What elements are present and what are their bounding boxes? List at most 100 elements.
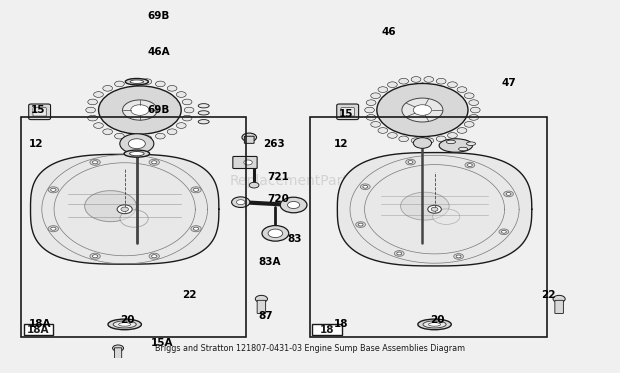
Bar xyxy=(312,324,342,335)
Ellipse shape xyxy=(466,142,476,145)
Circle shape xyxy=(51,227,56,230)
Text: 18: 18 xyxy=(334,319,349,329)
Circle shape xyxy=(177,92,186,97)
Circle shape xyxy=(358,223,363,226)
Circle shape xyxy=(115,81,124,87)
Ellipse shape xyxy=(459,147,467,151)
Circle shape xyxy=(90,253,100,259)
Circle shape xyxy=(436,78,446,84)
Circle shape xyxy=(356,222,365,228)
Text: 69B: 69B xyxy=(148,11,170,21)
Circle shape xyxy=(103,129,112,135)
Circle shape xyxy=(378,128,388,133)
Text: 15: 15 xyxy=(339,109,353,119)
FancyBboxPatch shape xyxy=(257,300,265,313)
Ellipse shape xyxy=(85,191,136,222)
Bar xyxy=(24,324,53,335)
Text: 721: 721 xyxy=(267,172,290,182)
Ellipse shape xyxy=(113,321,136,328)
Circle shape xyxy=(92,255,98,258)
FancyBboxPatch shape xyxy=(29,104,51,120)
FancyBboxPatch shape xyxy=(115,348,122,358)
Circle shape xyxy=(394,251,404,256)
Ellipse shape xyxy=(439,139,472,152)
Text: 263: 263 xyxy=(264,139,285,149)
Circle shape xyxy=(117,205,132,214)
Circle shape xyxy=(128,136,138,141)
Circle shape xyxy=(103,85,112,91)
Text: 20: 20 xyxy=(120,315,135,325)
Circle shape xyxy=(424,138,433,144)
Ellipse shape xyxy=(118,323,131,326)
Ellipse shape xyxy=(198,104,209,108)
Text: 12: 12 xyxy=(29,139,44,149)
Text: 18A: 18A xyxy=(29,319,52,329)
Circle shape xyxy=(242,133,257,142)
Circle shape xyxy=(467,164,472,166)
Ellipse shape xyxy=(198,111,209,115)
Ellipse shape xyxy=(108,319,141,330)
Circle shape xyxy=(288,201,299,209)
Circle shape xyxy=(48,226,58,232)
FancyBboxPatch shape xyxy=(337,104,358,120)
Circle shape xyxy=(448,82,458,88)
Circle shape xyxy=(371,93,381,98)
Circle shape xyxy=(280,197,307,213)
Circle shape xyxy=(448,132,458,138)
Circle shape xyxy=(249,182,259,188)
Circle shape xyxy=(503,191,513,197)
Circle shape xyxy=(48,187,58,193)
Circle shape xyxy=(167,85,177,91)
Circle shape xyxy=(378,87,388,93)
Text: 720: 720 xyxy=(267,194,290,204)
Circle shape xyxy=(121,207,128,211)
Circle shape xyxy=(51,188,56,191)
Circle shape xyxy=(167,129,177,135)
Circle shape xyxy=(184,107,194,113)
Ellipse shape xyxy=(198,120,209,124)
Circle shape xyxy=(94,92,104,97)
Ellipse shape xyxy=(418,319,451,330)
Ellipse shape xyxy=(125,78,148,85)
Circle shape xyxy=(388,132,397,138)
Text: 46A: 46A xyxy=(148,47,171,57)
Ellipse shape xyxy=(401,192,449,220)
Circle shape xyxy=(408,161,413,163)
Circle shape xyxy=(388,82,397,88)
Ellipse shape xyxy=(433,209,460,225)
Circle shape xyxy=(502,231,507,233)
Circle shape xyxy=(232,197,250,207)
Circle shape xyxy=(428,205,441,213)
Circle shape xyxy=(193,227,198,230)
Circle shape xyxy=(123,100,157,120)
Circle shape xyxy=(414,105,432,115)
Circle shape xyxy=(457,128,467,133)
Circle shape xyxy=(553,295,565,303)
Circle shape xyxy=(149,253,159,259)
Circle shape xyxy=(471,107,480,113)
Text: 15: 15 xyxy=(30,105,45,115)
Circle shape xyxy=(182,115,192,121)
Circle shape xyxy=(469,115,479,120)
Text: Briggs and Stratton 121807-0431-03 Engine Sump Base Assemblies Diagram: Briggs and Stratton 121807-0431-03 Engin… xyxy=(155,344,465,353)
Ellipse shape xyxy=(120,210,148,227)
Circle shape xyxy=(142,79,152,84)
Circle shape xyxy=(182,99,192,105)
Circle shape xyxy=(255,295,267,303)
Text: 18: 18 xyxy=(320,325,334,335)
Circle shape xyxy=(411,138,421,144)
Circle shape xyxy=(469,100,479,106)
Circle shape xyxy=(156,81,165,87)
FancyBboxPatch shape xyxy=(233,156,257,169)
Circle shape xyxy=(377,84,468,137)
Circle shape xyxy=(454,254,464,259)
FancyBboxPatch shape xyxy=(33,107,46,116)
Circle shape xyxy=(99,86,181,134)
Circle shape xyxy=(405,159,415,165)
Circle shape xyxy=(360,184,370,189)
Text: 69B: 69B xyxy=(148,105,170,115)
Circle shape xyxy=(397,252,402,255)
Text: 83: 83 xyxy=(288,234,302,244)
Circle shape xyxy=(156,133,165,139)
Text: 87: 87 xyxy=(259,311,273,320)
